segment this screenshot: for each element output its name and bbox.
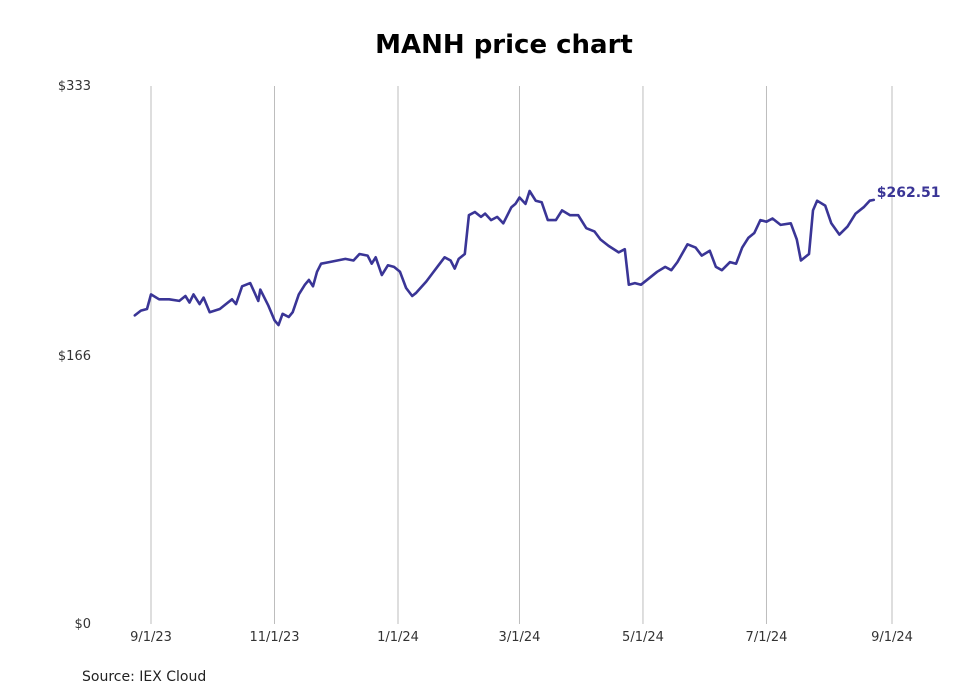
x-tick-label: 1/1/24 [377,630,419,645]
last-price-label: $262.51 [877,185,941,201]
x-tick-label: 9/1/24 [871,630,913,645]
y-axis-ticks: $0 $166 $333 [58,79,91,632]
price-line [133,189,876,327]
last-value-annotation: $262.51 [877,185,941,201]
chart-title: MANH price chart [375,30,633,60]
y-tick-label: $166 [58,349,91,364]
x-axis-ticks: 9/1/23 11/1/23 1/1/24 3/1/24 5/1/24 7/1/24 9/1… [130,630,913,645]
grid-lines [150,86,893,624]
y-tick-label: $0 [74,617,91,632]
x-tick-label: 3/1/24 [499,630,541,645]
x-tick-label: 9/1/23 [130,630,172,645]
price-series [133,189,876,327]
source-note: Source: IEX Cloud [82,669,207,685]
x-tick-label: 11/1/23 [249,630,299,645]
y-tick-label: $333 [58,79,91,94]
x-tick-label: 5/1/24 [622,630,664,645]
x-tick-label: 7/1/24 [746,630,788,645]
